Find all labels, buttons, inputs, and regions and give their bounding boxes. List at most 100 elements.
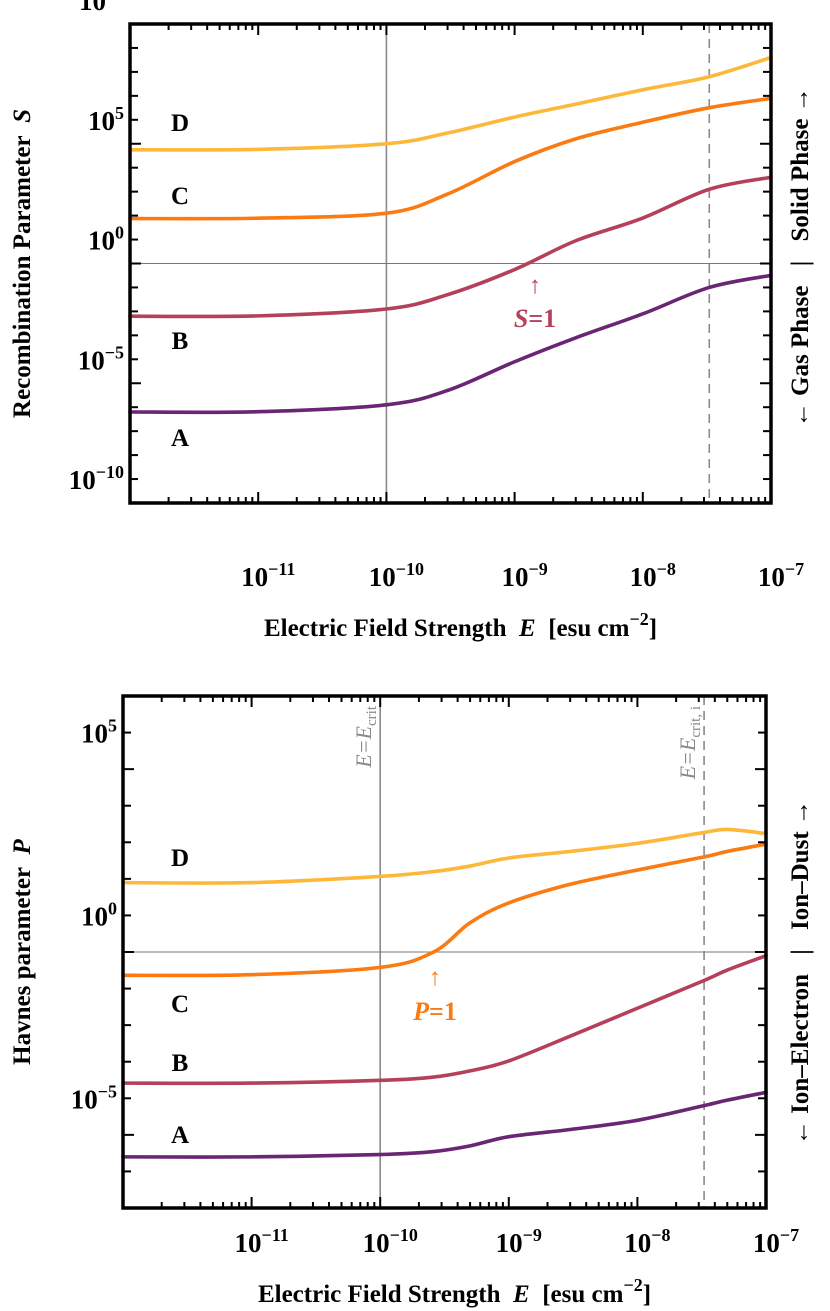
tick-label: 100 [88,223,124,256]
series-line-D [121,827,768,885]
text-part: 10 [501,562,528,592]
text-part: −11 [261,1225,288,1245]
text-part: S [9,109,36,123]
text-part: E [518,615,536,642]
text-part: 10 [88,106,115,136]
series-label-B: B [172,1050,189,1077]
tick-label: 10−10 [363,1225,418,1258]
series-label-A: A [171,425,189,452]
annotation-arrow-icon: ↑ [429,965,441,991]
text-part: P [9,838,36,855]
annotation-arrow-icon: ↑ [529,273,541,299]
text-part: 10 [241,562,268,592]
text-part: S [514,304,528,333]
text-part: 10 [624,1228,651,1258]
text-part: P [412,997,430,1026]
tick-label: 10−10 [69,462,124,495]
series-line-C [121,842,768,978]
text-part: −5 [105,342,124,362]
text-part: Havnes parameter [9,867,36,1065]
text-part [536,615,549,642]
side-label-lower: ← Ion–Electron [787,974,814,1145]
text-part [9,854,36,867]
text-part: Recombination Parameter [9,135,36,418]
tick-label: 10−7 [758,559,804,592]
text-part: 10 [234,1228,261,1258]
tick-label: 10−8 [624,1225,670,1258]
text-part: −10 [390,1225,418,1245]
text-part: crit [364,705,380,726]
y-axis-title: Havnes parameter P [9,838,36,1064]
text-part: 10 [69,465,96,495]
text-part: Electric Field Strength [264,615,507,642]
text-part: crit, i [688,706,704,738]
text-part: 10 [81,719,108,749]
text-part: 0 [108,898,117,918]
series-line-A [121,1090,768,1159]
text-part [530,1281,543,1308]
text-part: Electric Field Strength [258,1281,501,1308]
text-part: ] [649,615,657,642]
tick-label: 10−9 [501,559,547,592]
series-label-D: D [171,110,189,137]
annotation-label: P=1 [412,997,457,1026]
side-label-upper: Solid Phase → [787,87,814,241]
text-part [507,615,520,642]
text-part [9,123,36,136]
text-part: 10 [369,562,396,592]
series-label-D: D [171,845,189,872]
text-part: −8 [657,559,676,579]
text-part: 10 [106,0,124,3]
series-label-C: C [171,991,189,1018]
side-label-divider: | [787,949,814,955]
text-part: ] [643,1281,651,1308]
text-part: 10 [758,562,785,592]
text-part: −5 [98,1081,117,1101]
tick-label: 10−11 [234,1225,288,1258]
text-part: 10 [81,901,108,931]
text-part: 10 [496,1228,523,1258]
text-part: 10 [78,345,105,375]
series-label-C: C [171,183,189,210]
text-part: 5 [115,103,124,123]
text-part: [esu cm [542,1281,623,1308]
x-axis-title: Electric Field Strength E [esu cm−2] [258,1275,651,1308]
tick-label: 10−5 [78,342,124,375]
text-part: −7 [780,1225,799,1245]
series-line-B [128,175,773,319]
text-part [501,1281,514,1308]
text-part: 10 [630,562,657,592]
text-part: =1 [528,304,556,333]
text-part: 10 [363,1228,390,1258]
text-part: 10 [71,1084,98,1114]
text-part: 0 [115,223,124,243]
chart-panel-1: DCBA10−1110−1010−910−810−710−610−1010−51… [9,0,814,642]
text-part: E [512,1281,530,1308]
tick-label: 105 [88,103,124,136]
tick-label: 10−11 [241,559,295,592]
text-part: 10 [88,226,115,256]
series-label-A: A [171,1122,189,1149]
tick-label: 10−7 [753,1225,799,1258]
reference-line-label: E=Ecrit, i [675,706,704,780]
text-part: −9 [528,559,547,579]
text-part: E=E [675,737,700,780]
text-part: −10 [396,559,424,579]
text-part: −8 [651,1225,670,1245]
tick-label: 10−10 [369,559,424,592]
reference-line-label: E=Ecrit [351,705,380,769]
series-line-A [128,273,773,415]
y-axis-title: Recombination Parameter S [9,109,36,418]
text-part: 10 [753,1228,780,1258]
side-label-divider: | [787,261,814,267]
text-part: −7 [785,559,804,579]
tick-label: 10−8 [630,559,676,592]
text-part: −9 [523,1225,542,1245]
text-part: [esu cm [548,615,629,642]
text-part: 5 [108,716,117,736]
x-axis-title: Electric Field Strength E [esu cm−2] [264,609,657,642]
annotation-label: S=1 [514,304,556,333]
tick-label: 10−5 [71,1081,117,1114]
